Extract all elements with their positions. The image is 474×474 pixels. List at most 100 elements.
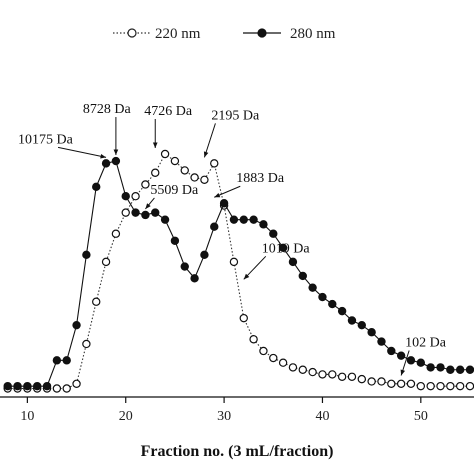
annotation: 102 Da: [400, 335, 447, 376]
series-280nm-point: [82, 250, 91, 260]
series-280nm-point: [170, 236, 180, 245]
series-220nm-point: [347, 372, 357, 381]
series-220nm-point: [396, 379, 406, 389]
series-220nm-point: [269, 353, 278, 363]
series-280nm-point: [111, 156, 121, 166]
series-280nm-point: [229, 215, 239, 224]
series-280nm-point: [367, 328, 376, 337]
legend-220-label: 220 nm: [155, 26, 201, 42]
legend-280-label: 280 nm: [290, 26, 336, 42]
series-220nm-point: [337, 372, 347, 381]
series-220nm-point: [210, 159, 219, 168]
series-220nm-point: [446, 381, 455, 391]
annotation-arrowhead: [152, 142, 158, 148]
series-220nm-point: [278, 358, 288, 367]
series-280nm-point: [347, 316, 357, 325]
annotation-label: 5509 Da: [150, 183, 199, 198]
series-280nm-point: [298, 271, 307, 281]
series-280nm-point: [337, 306, 347, 316]
series-280nm-point: [72, 320, 81, 330]
series-220nm-point: [406, 379, 416, 389]
series-220nm-point: [200, 175, 209, 184]
series-280nm-point: [377, 337, 386, 346]
series-220nm-point: [92, 297, 101, 306]
series-220nm-point: [151, 168, 160, 177]
series-280nm-point: [121, 192, 130, 201]
series-280nm-point: [13, 381, 22, 391]
annotation: 2195 Da: [203, 108, 260, 158]
series-280nm-point: [151, 208, 160, 217]
annotation: 1883 Da: [214, 171, 285, 198]
series-220nm-point: [52, 384, 62, 393]
series-280nm-point: [190, 274, 199, 283]
series-220nm-point: [328, 370, 337, 379]
legend-220-marker: [127, 28, 137, 38]
series-280nm-point: [387, 346, 396, 356]
series-280nm-point: [249, 215, 258, 224]
series-280nm-point: [446, 365, 455, 374]
series-280nm-point: [141, 210, 150, 220]
series-220nm-point: [426, 381, 435, 391]
annotation-arrowhead: [243, 273, 250, 280]
annotation: 5509 Da: [145, 183, 199, 210]
series-280nm-point: [406, 356, 416, 365]
annotation-arrowhead: [113, 149, 119, 156]
annotation: 4726 Da: [144, 104, 193, 148]
series-220nm-point: [436, 381, 445, 391]
annotation-label: 1883 Da: [236, 171, 285, 186]
series-220nm-point: [288, 363, 298, 372]
series-280nm-point: [101, 159, 111, 168]
legend-280-marker: [257, 28, 267, 38]
annotation-label: 4726 Da: [144, 104, 193, 119]
annotation-label: 1019 Da: [262, 241, 311, 256]
series-280nm-point: [62, 356, 71, 365]
series-280nm-point: [33, 381, 42, 391]
annotation-label: 8728 Da: [83, 102, 132, 117]
series-280nm-point: [239, 215, 248, 224]
series-280nm-point: [416, 358, 426, 367]
series-280nm-point: [426, 363, 435, 372]
x-ticks: [26, 397, 422, 403]
annotation-arrowhead: [145, 203, 151, 209]
series-280nm-point: [200, 250, 209, 260]
x-tick-label: 50: [414, 409, 428, 424]
series-280nm-point: [3, 381, 12, 391]
series-220nm-point: [298, 365, 307, 374]
series-280nm-point: [180, 262, 189, 271]
series-280nm-point: [308, 283, 317, 292]
annotation: 1019 Da: [243, 241, 311, 280]
series-280nm-point: [278, 243, 288, 252]
series-220nm-point: [377, 377, 386, 386]
series-220nm-point: [141, 180, 150, 189]
series-220nm-point: [62, 384, 71, 393]
series-220nm-point: [180, 166, 189, 175]
series-280nm: [3, 156, 474, 391]
series-280nm-point: [396, 351, 406, 360]
series-220nm-point: [82, 339, 91, 349]
series-280nm-point: [23, 381, 32, 391]
series-280nm-point: [210, 222, 219, 231]
series-280nm-point: [465, 365, 474, 374]
series-280nm-point: [288, 257, 298, 267]
x-tick-label: 40: [315, 409, 329, 424]
series-220nm-point: [160, 149, 170, 159]
annotation: 10175 Da: [18, 132, 107, 159]
series-220nm-point: [465, 381, 474, 391]
x-tick-label: 10: [20, 409, 34, 424]
series-220nm-point: [357, 374, 367, 384]
series-220nm-point: [455, 381, 465, 391]
series-220nm-point: [367, 377, 376, 386]
annotation-arrowhead: [203, 151, 209, 158]
annotation-arrowhead: [400, 369, 406, 376]
series-220nm-point: [121, 208, 130, 217]
x-tick-label: 20: [119, 409, 133, 424]
legend: 220 nm 280 nm: [113, 26, 336, 42]
series-220nm-point: [229, 257, 239, 267]
series-280nm-point: [455, 365, 465, 374]
series-280nm-point: [131, 208, 140, 217]
series-220nm-point: [318, 370, 327, 379]
series-280nm-point: [52, 356, 62, 365]
annotation-label: 102 Da: [405, 335, 447, 350]
annotation-arrow: [57, 146, 107, 158]
series-220nm-point: [101, 257, 111, 267]
